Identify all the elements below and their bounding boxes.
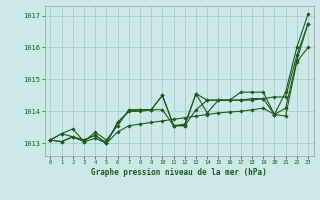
X-axis label: Graphe pression niveau de la mer (hPa): Graphe pression niveau de la mer (hPa) (91, 168, 267, 177)
